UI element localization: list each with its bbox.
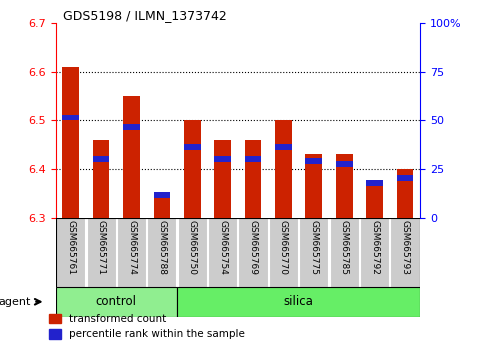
Text: GSM665774: GSM665774 (127, 220, 136, 275)
Bar (305, 158, 322, 164)
Text: GSM665771: GSM665771 (97, 220, 106, 275)
Text: GSM665785: GSM665785 (340, 220, 349, 275)
Bar (93, 140, 110, 218)
Bar (305, 154, 322, 218)
Bar (214, 156, 231, 162)
Bar (214, 140, 231, 218)
Bar (123, 96, 140, 218)
Bar (245, 140, 261, 218)
Bar (397, 175, 413, 181)
Bar (56, 218, 85, 287)
Bar (93, 156, 110, 162)
Legend: transformed count, percentile rank within the sample: transformed count, percentile rank withi… (44, 310, 249, 344)
Bar (177, 287, 420, 317)
Bar (208, 218, 237, 287)
Text: GSM665750: GSM665750 (188, 220, 197, 275)
Bar (62, 115, 79, 120)
Bar (299, 218, 328, 287)
Text: GDS5198 / ILMN_1373742: GDS5198 / ILMN_1373742 (63, 9, 227, 22)
Bar (178, 218, 207, 287)
Text: GSM665770: GSM665770 (279, 220, 288, 275)
Bar (330, 218, 359, 287)
Bar (366, 184, 383, 218)
Text: GSM665793: GSM665793 (400, 220, 410, 275)
Bar (86, 218, 116, 287)
Text: GSM665769: GSM665769 (249, 220, 257, 275)
Bar (366, 180, 383, 186)
Bar (269, 218, 298, 287)
Text: silica: silica (284, 295, 313, 308)
Text: GSM665792: GSM665792 (370, 220, 379, 275)
Bar (147, 218, 176, 287)
Text: control: control (96, 295, 137, 308)
Bar (184, 120, 200, 218)
Bar (154, 193, 170, 198)
Bar (117, 218, 146, 287)
Bar (360, 218, 389, 287)
Bar (336, 154, 353, 218)
Text: agent: agent (0, 297, 30, 307)
Bar (62, 67, 79, 218)
Text: GSM665754: GSM665754 (218, 220, 227, 275)
Bar (275, 144, 292, 149)
Bar (123, 124, 140, 130)
Bar (154, 193, 170, 218)
Bar (245, 156, 261, 162)
Bar (390, 218, 420, 287)
Bar (275, 120, 292, 218)
Bar (56, 287, 177, 317)
Text: GSM665788: GSM665788 (157, 220, 167, 275)
Text: GSM665775: GSM665775 (309, 220, 318, 275)
Bar (397, 169, 413, 218)
Bar (239, 218, 268, 287)
Text: GSM665761: GSM665761 (66, 220, 75, 275)
Bar (184, 144, 200, 149)
Bar (336, 161, 353, 167)
